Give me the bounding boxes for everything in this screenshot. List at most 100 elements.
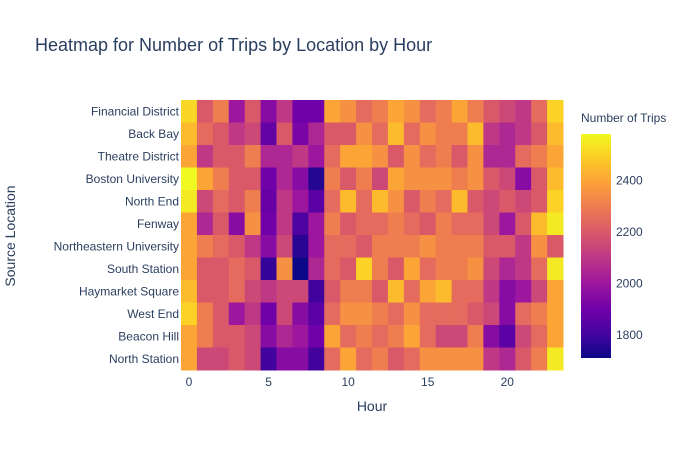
heatmap-cell	[435, 122, 453, 146]
heatmap-cell	[499, 167, 516, 191]
heatmap-cell	[483, 235, 500, 258]
heatmap-cell	[515, 167, 532, 191]
heatmap-cell	[467, 325, 484, 348]
heatmap-cell	[419, 100, 437, 123]
heatmap-cell	[419, 212, 437, 236]
heatmap-cell	[244, 325, 262, 348]
heatmap-cell	[387, 302, 405, 326]
heatmap-cell	[324, 212, 341, 236]
heatmap-cell	[451, 302, 468, 326]
heatmap-cell	[228, 347, 246, 371]
x-axis-ticks: 0 5 10 15 20	[186, 375, 515, 389]
y-tick-label: Back Bay	[128, 127, 179, 141]
heatmap-cell	[435, 325, 453, 348]
heatmap-cell	[324, 302, 341, 326]
heatmap-cell	[356, 280, 373, 303]
heatmap-cell	[467, 122, 484, 146]
y-axis-title: Source Location	[2, 185, 18, 286]
heatmap-cell	[547, 100, 564, 123]
heatmap-cell	[340, 347, 357, 371]
heatmap-cell	[308, 212, 325, 236]
heatmap-cell	[547, 347, 564, 371]
heatmap-cell	[356, 100, 373, 123]
heatmap-cell	[196, 302, 214, 326]
heatmap-cell	[531, 190, 548, 213]
heatmap-cell	[260, 190, 277, 213]
heatmap-cell	[499, 145, 516, 168]
heatmap-cell	[228, 302, 246, 326]
heatmap-cell	[181, 145, 198, 168]
heatmap-cell	[467, 347, 484, 371]
heatmap-cell	[356, 122, 373, 146]
heatmap-cell	[483, 167, 500, 191]
heatmap-cell	[308, 235, 325, 258]
heatmap-cell	[547, 190, 564, 213]
heatmap-cell	[276, 167, 293, 191]
heatmap-cell	[483, 145, 500, 168]
heatmap-cell	[292, 122, 309, 146]
heatmap-cell	[324, 280, 341, 303]
heatmap-cell	[499, 122, 516, 146]
heatmap-cell	[181, 257, 198, 281]
heatmap-cell	[228, 100, 246, 123]
heatmap-cell	[292, 100, 309, 123]
heatmap-cell	[387, 100, 405, 123]
heatmap-cell	[403, 167, 421, 191]
heatmap-cell	[340, 190, 357, 213]
heatmap-cell	[260, 280, 277, 303]
y-tick-label: West End	[127, 307, 179, 321]
heatmap-cell	[531, 280, 548, 303]
heatmap-cell	[260, 235, 277, 258]
heatmap-cell	[244, 302, 262, 326]
heatmap-cell	[467, 190, 484, 213]
heatmap-cell	[515, 145, 532, 168]
heatmap-cell	[435, 280, 453, 303]
heatmap-cell	[260, 145, 277, 168]
heatmap-cell	[499, 100, 516, 123]
heatmap-cell	[435, 145, 453, 168]
heatmap-cell	[212, 302, 230, 326]
heatmap-cell	[531, 145, 548, 168]
heatmap-cell	[483, 347, 500, 371]
heatmap-cell	[499, 302, 516, 326]
heatmap-cell	[181, 167, 198, 191]
heatmap-cell	[308, 190, 325, 213]
heatmap-cell	[356, 302, 373, 326]
heatmap-cell	[212, 190, 230, 213]
heatmap-cell	[292, 325, 309, 348]
heatmap-cell	[260, 347, 277, 371]
heatmap-cell	[483, 122, 500, 146]
heatmap-cell	[387, 347, 405, 371]
heatmap-cell	[372, 212, 389, 236]
x-tick-label: 0	[186, 375, 193, 389]
heatmap-cell	[308, 325, 325, 348]
heatmap-cell	[403, 280, 421, 303]
heatmap-cell	[515, 100, 532, 123]
heatmap-cell	[451, 347, 468, 371]
heatmap-cell	[451, 145, 468, 168]
heatmap-cell	[547, 122, 564, 146]
heatmap-cell	[212, 257, 230, 281]
heatmap-cell	[387, 190, 405, 213]
heatmap-cell	[515, 257, 532, 281]
heatmap-cell	[531, 212, 548, 236]
heatmap-cell	[451, 167, 468, 191]
colorbar-tick-label: 2200	[616, 225, 643, 239]
heatmap-cell	[483, 190, 500, 213]
heatmap-cells	[181, 100, 564, 371]
heatmap-cell	[181, 100, 198, 123]
heatmap-cell	[228, 145, 246, 168]
heatmap-cell	[467, 212, 484, 236]
heatmap-cell	[403, 302, 421, 326]
heatmap-cell	[483, 100, 500, 123]
heatmap-cell	[531, 235, 548, 258]
colorbar-tick-label: 2000	[616, 276, 643, 290]
heatmap-cell	[451, 122, 468, 146]
heatmap-cell	[228, 257, 246, 281]
heatmap-cell	[276, 235, 293, 258]
heatmap-cell	[435, 100, 453, 123]
heatmap-cell	[228, 212, 246, 236]
heatmap-cell	[451, 212, 468, 236]
heatmap-cell	[483, 257, 500, 281]
